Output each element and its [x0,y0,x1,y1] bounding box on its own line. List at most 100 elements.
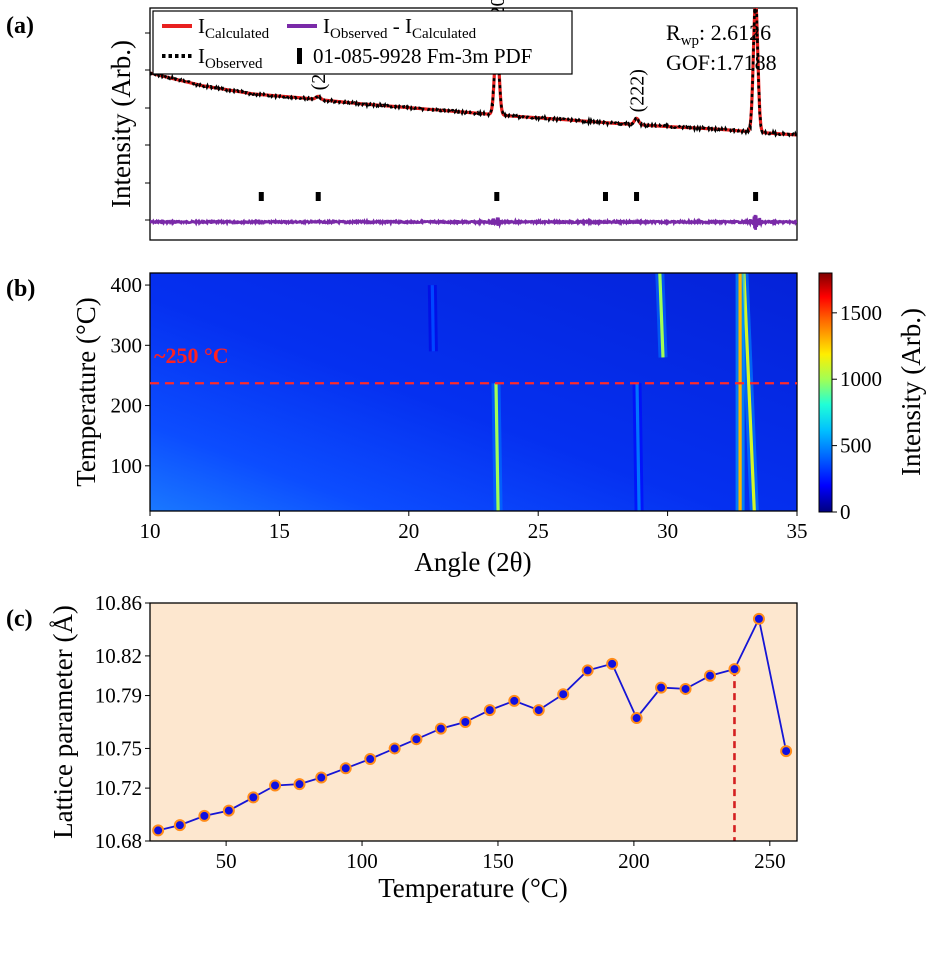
x-tick-label: 20 [398,519,419,543]
lattice-point [364,753,377,766]
lattice-point [752,612,765,625]
panel-b-ylabel: Temperature (°C) [71,297,101,487]
pdf-reference-tick [634,192,640,201]
lattice-point [247,791,260,804]
lattice-point [728,663,741,676]
lattice-point [434,722,447,735]
lattice-point [655,681,668,694]
lattice-point [532,704,545,717]
pdf-reference-tick [494,192,500,201]
x-tick-label: 30 [657,519,678,543]
lattice-point [780,745,793,758]
lattice-point [315,771,328,784]
panel-a-ylabel: Intensity (Arb.) [106,40,136,208]
lattice-point [508,694,521,707]
heatmap-peak-trace [494,383,500,511]
lattice-point [557,688,570,701]
legend: ICalculated IObserved IObserved - ICalcu… [152,10,573,75]
x-tick-label: 25 [528,519,549,543]
lattice-point [173,819,186,832]
panel-label-a: (a) [6,13,34,39]
pdf-reference-tick [315,192,321,201]
lattice-point [269,779,282,792]
y-tick-label: 10.68 [95,829,142,853]
series-observed-line [150,8,797,138]
pdf-reference-tick [602,192,608,201]
x-tick-label: 100 [346,849,378,873]
heatmap-peak-trace [658,273,665,358]
panel-c-background [150,603,797,841]
lattice-point [293,778,306,791]
panel-b-yticks: 100 200 300 400 [111,273,150,478]
y-tick-label: 400 [111,273,143,297]
stat-rwp: Rwp: 2.6126 [666,20,771,49]
legend-entry-pdf: 01-085-9928 Fm-3m PDF [313,44,532,68]
x-tick-label: 50 [216,849,237,873]
colorbar-tick-label: 1500 [840,301,882,325]
lattice-point [198,809,211,822]
colorbar-label: Intensity (Arb.) [896,308,926,476]
legend-entry-observed: IObserved [198,44,263,72]
panel-b-frame [149,272,798,512]
lattice-point [339,762,352,775]
heatmap-area [150,273,797,511]
colorbar-tick-label: 0 [840,500,851,524]
legend-entry-calculated: ICalculated [198,14,270,42]
peak-label: (222) [627,69,649,112]
y-tick-label: 10.79 [95,684,142,708]
lattice-point [459,716,472,728]
legend-entry-difference: IObserved - ICalculated [323,14,477,42]
panel-label-b: (b) [6,276,35,302]
panel-c-plot-area [152,612,793,841]
panel-c-xlabel: Temperature (°C) [378,873,568,903]
y-tick-label: 10.82 [95,644,142,668]
threshold-annotation: ~250 °C [154,343,229,368]
colorbar-ticks: 0 500 1000 1500 [832,301,882,524]
colorbar [818,272,833,513]
lattice-point [704,669,717,682]
heatmap-features [427,273,759,511]
panel-b-xlabel: Angle (2θ) [414,547,531,577]
panel-c-ylabel: Lattice parameter (Å) [48,605,78,839]
y-tick-label: 100 [111,454,143,478]
panel-a-yticks [145,32,150,221]
x-tick-label: 15 [269,519,290,543]
lattice-point [410,733,423,746]
y-tick-label: 300 [111,333,143,357]
panel-b: (b) ~250 °C 10 15 20 25 30 35 100 200 300 400 An… [6,272,926,577]
panel-a: (a) Intensity (Arb.) (200)(220)(222)(400… [6,0,798,241]
lattice-point [222,804,235,817]
heatmap-peak-trace [635,383,641,511]
series-difference-line [150,214,797,230]
lattice-point [483,704,496,717]
lattice-point [152,824,165,837]
legend-box [152,10,573,75]
heatmap-peak-trace [742,273,756,511]
pdf-reference-tick [258,192,264,201]
colorbar-tick-label: 500 [840,434,872,458]
heatmap-peak-trace [430,285,435,352]
x-tick-label: 35 [787,519,808,543]
x-tick-label: 200 [618,849,650,873]
stat-gof: GOF:1.7188 [666,50,777,75]
panel-c-xticks: 50 100 150 200 250 [216,841,786,873]
panel-b-xticks: 10 15 20 25 30 35 [140,511,808,543]
y-tick-label: 10.86 [95,591,142,615]
lattice-point [581,664,594,677]
lattice-point [679,682,692,695]
lattice-point [388,742,401,755]
heatmap-background [150,273,797,511]
colorbar-tick-label: 1000 [840,367,882,391]
panel-c: (c) 50 100 150 200 250 10.6810.7210.7510.791… [6,591,798,903]
x-tick-label: 10 [140,519,161,543]
y-tick-label: 10.72 [95,776,142,800]
lattice-point [630,712,643,725]
lattice-point [606,657,619,670]
x-tick-label: 150 [482,849,514,873]
legend-marker-pdf [297,48,302,64]
y-tick-label: 200 [111,394,143,418]
panel-c-frame [149,602,798,842]
pdf-reference-tick [753,192,759,201]
x-tick-label: 250 [754,849,786,873]
